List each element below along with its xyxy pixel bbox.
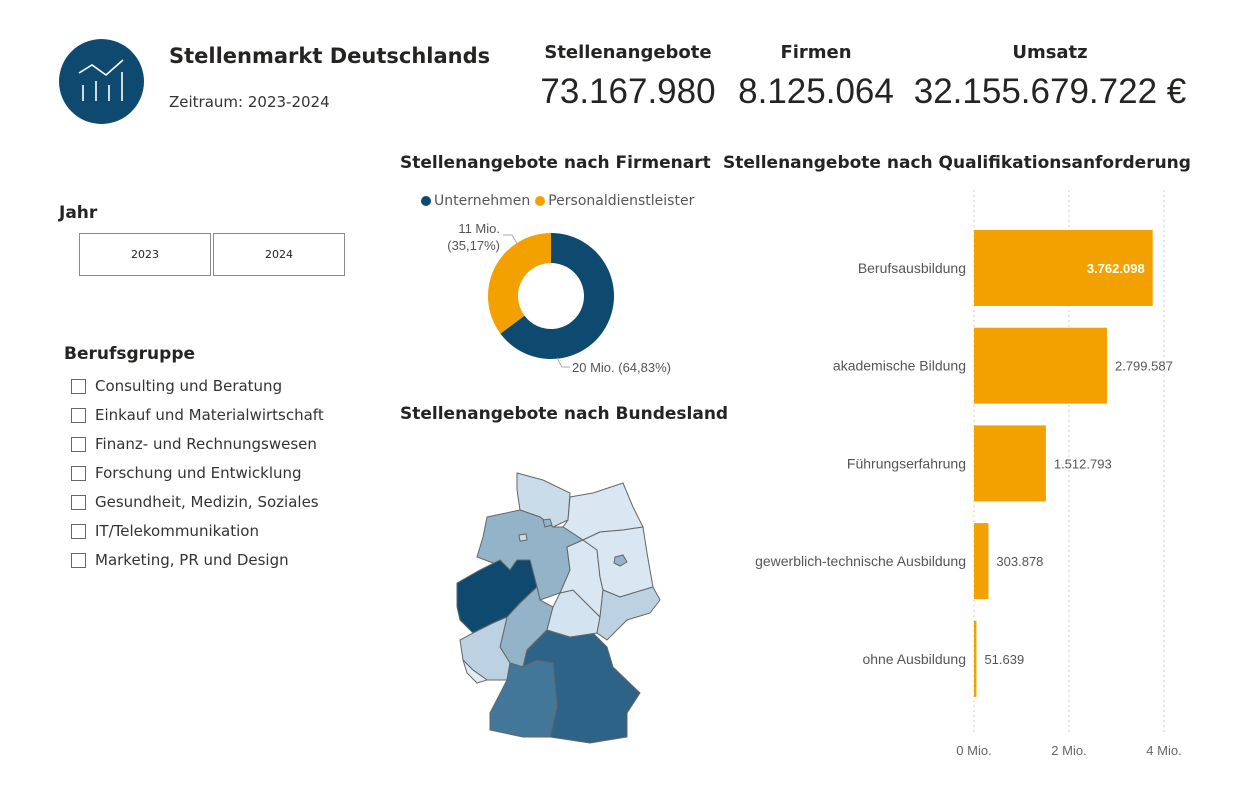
year-slicer-title: Jahr [59, 203, 98, 223]
category-label: gewerblich-technische Ausbildung [755, 553, 966, 569]
data-label: 1.512.793 [1054, 456, 1112, 471]
kpi-label: Umsatz [1012, 42, 1088, 63]
bar[interactable] [974, 327, 1107, 404]
slice-label: 20 Mio. (64,83%) [572, 360, 671, 375]
legend-item: Unternehmen [434, 193, 531, 209]
bar[interactable] [974, 523, 989, 600]
x-tick-label: 0 Mio. [956, 743, 991, 758]
group-checkbox-item[interactable]: Marketing, PR und Design [71, 551, 289, 569]
category-label: Führungserfahrung [847, 455, 966, 471]
kpi-label: Firmen [780, 42, 852, 63]
checkbox[interactable] [71, 494, 86, 510]
checkbox-label: Marketing, PR und Design [95, 551, 289, 569]
donut-title: Stellenangebote nach Firmenart [400, 153, 711, 173]
map-region-be[interactable] [613, 554, 628, 567]
map-region-sn[interactable] [596, 586, 661, 641]
bar-chart: 0 Mio. 2 Mio. 4 Mio. Berufsausbildung 3.762.… [755, 190, 1182, 758]
map-region-hh[interactable] [542, 518, 553, 528]
checkbox[interactable] [71, 407, 86, 423]
map-region-sl[interactable] [462, 659, 489, 684]
group-checkbox-item[interactable]: IT/Telekommunikation [71, 522, 259, 540]
checkbox-label: Consulting und Beratung [95, 377, 283, 395]
logo [59, 39, 144, 124]
x-tick-label: 4 Mio. [1146, 743, 1181, 758]
donut-slice-unternehmen[interactable] [500, 233, 614, 359]
data-label: 2.799.587 [1115, 359, 1173, 374]
legend-item: Personaldienstleister [548, 193, 695, 209]
data-label: 303.878 [996, 554, 1043, 569]
checkbox-label: Finanz- und Rechnungswesen [95, 435, 317, 453]
data-label: 3.762.098 [1087, 261, 1145, 276]
leader-line [556, 357, 570, 368]
kpi-value: 73.167.980 [540, 72, 716, 111]
checkbox[interactable] [71, 378, 86, 394]
kpi-value: 32.155.679.722 € [913, 72, 1187, 111]
page-title: Stellenmarkt Deutschlands [169, 44, 491, 68]
checkbox-label: Einkauf und Materialwirtschaft [95, 406, 324, 424]
year-2023-button[interactable]: 2023 [79, 233, 211, 276]
map-region-hb[interactable] [518, 533, 528, 542]
map-title: Stellenangebote nach Bundesland [400, 404, 729, 424]
x-tick-label: 2 Mio. [1051, 743, 1086, 758]
group-checkbox-item[interactable]: Forschung und Entwicklung [71, 464, 302, 482]
checkbox[interactable] [71, 523, 86, 539]
bar[interactable] [974, 230, 1153, 306]
slice-label: 11 Mio. [458, 221, 500, 236]
category-label: akademische Bildung [833, 358, 966, 374]
checkbox[interactable] [71, 552, 86, 568]
category-label: ohne Ausbildung [862, 651, 966, 667]
group-checkbox-item[interactable]: Gesundheit, Medizin, Soziales [71, 493, 319, 511]
bar[interactable] [974, 620, 977, 697]
kpi-label: Stellenangebote [544, 42, 712, 63]
legend-dot [421, 196, 431, 206]
bar[interactable] [974, 425, 1046, 502]
bar-title: Stellenangebote nach Qualifikationsanfor… [723, 153, 1191, 173]
slice-label: (35,17%) [447, 238, 500, 253]
checkbox[interactable] [71, 465, 86, 481]
kpi-value: 8.125.064 [738, 72, 894, 111]
group-checkbox-item[interactable]: Consulting und Beratung [71, 377, 282, 395]
data-label: 51.639 [984, 652, 1024, 667]
checkbox-label: Forschung und Entwicklung [95, 464, 302, 482]
category-label: Berufsausbildung [858, 260, 966, 276]
chart-trend-icon [78, 59, 124, 101]
checkbox-label: Gesundheit, Medizin, Soziales [95, 493, 319, 511]
group-checkbox-item[interactable]: Finanz- und Rechnungswesen [71, 435, 317, 453]
leader-line [503, 234, 519, 246]
year-2024-button[interactable]: 2024 [213, 233, 345, 276]
donut-legend: Unternehmen Personaldienstleister [421, 193, 694, 209]
germany-map [456, 472, 661, 744]
donut-slice-personaldienstleister[interactable] [488, 233, 551, 334]
group-slicer-title: Berufsgruppe [64, 344, 196, 364]
legend-dot [535, 196, 546, 206]
checkbox-label: IT/Telekommunikation [95, 522, 259, 540]
donut-chart: 11 Mio. (35,17%) 20 Mio. (64,83%) [447, 221, 671, 375]
period-subtitle: Zeitraum: 2023-2024 [169, 93, 330, 111]
group-checkbox-item[interactable]: Einkauf und Materialwirtschaft [71, 406, 324, 424]
checkbox[interactable] [71, 436, 86, 452]
